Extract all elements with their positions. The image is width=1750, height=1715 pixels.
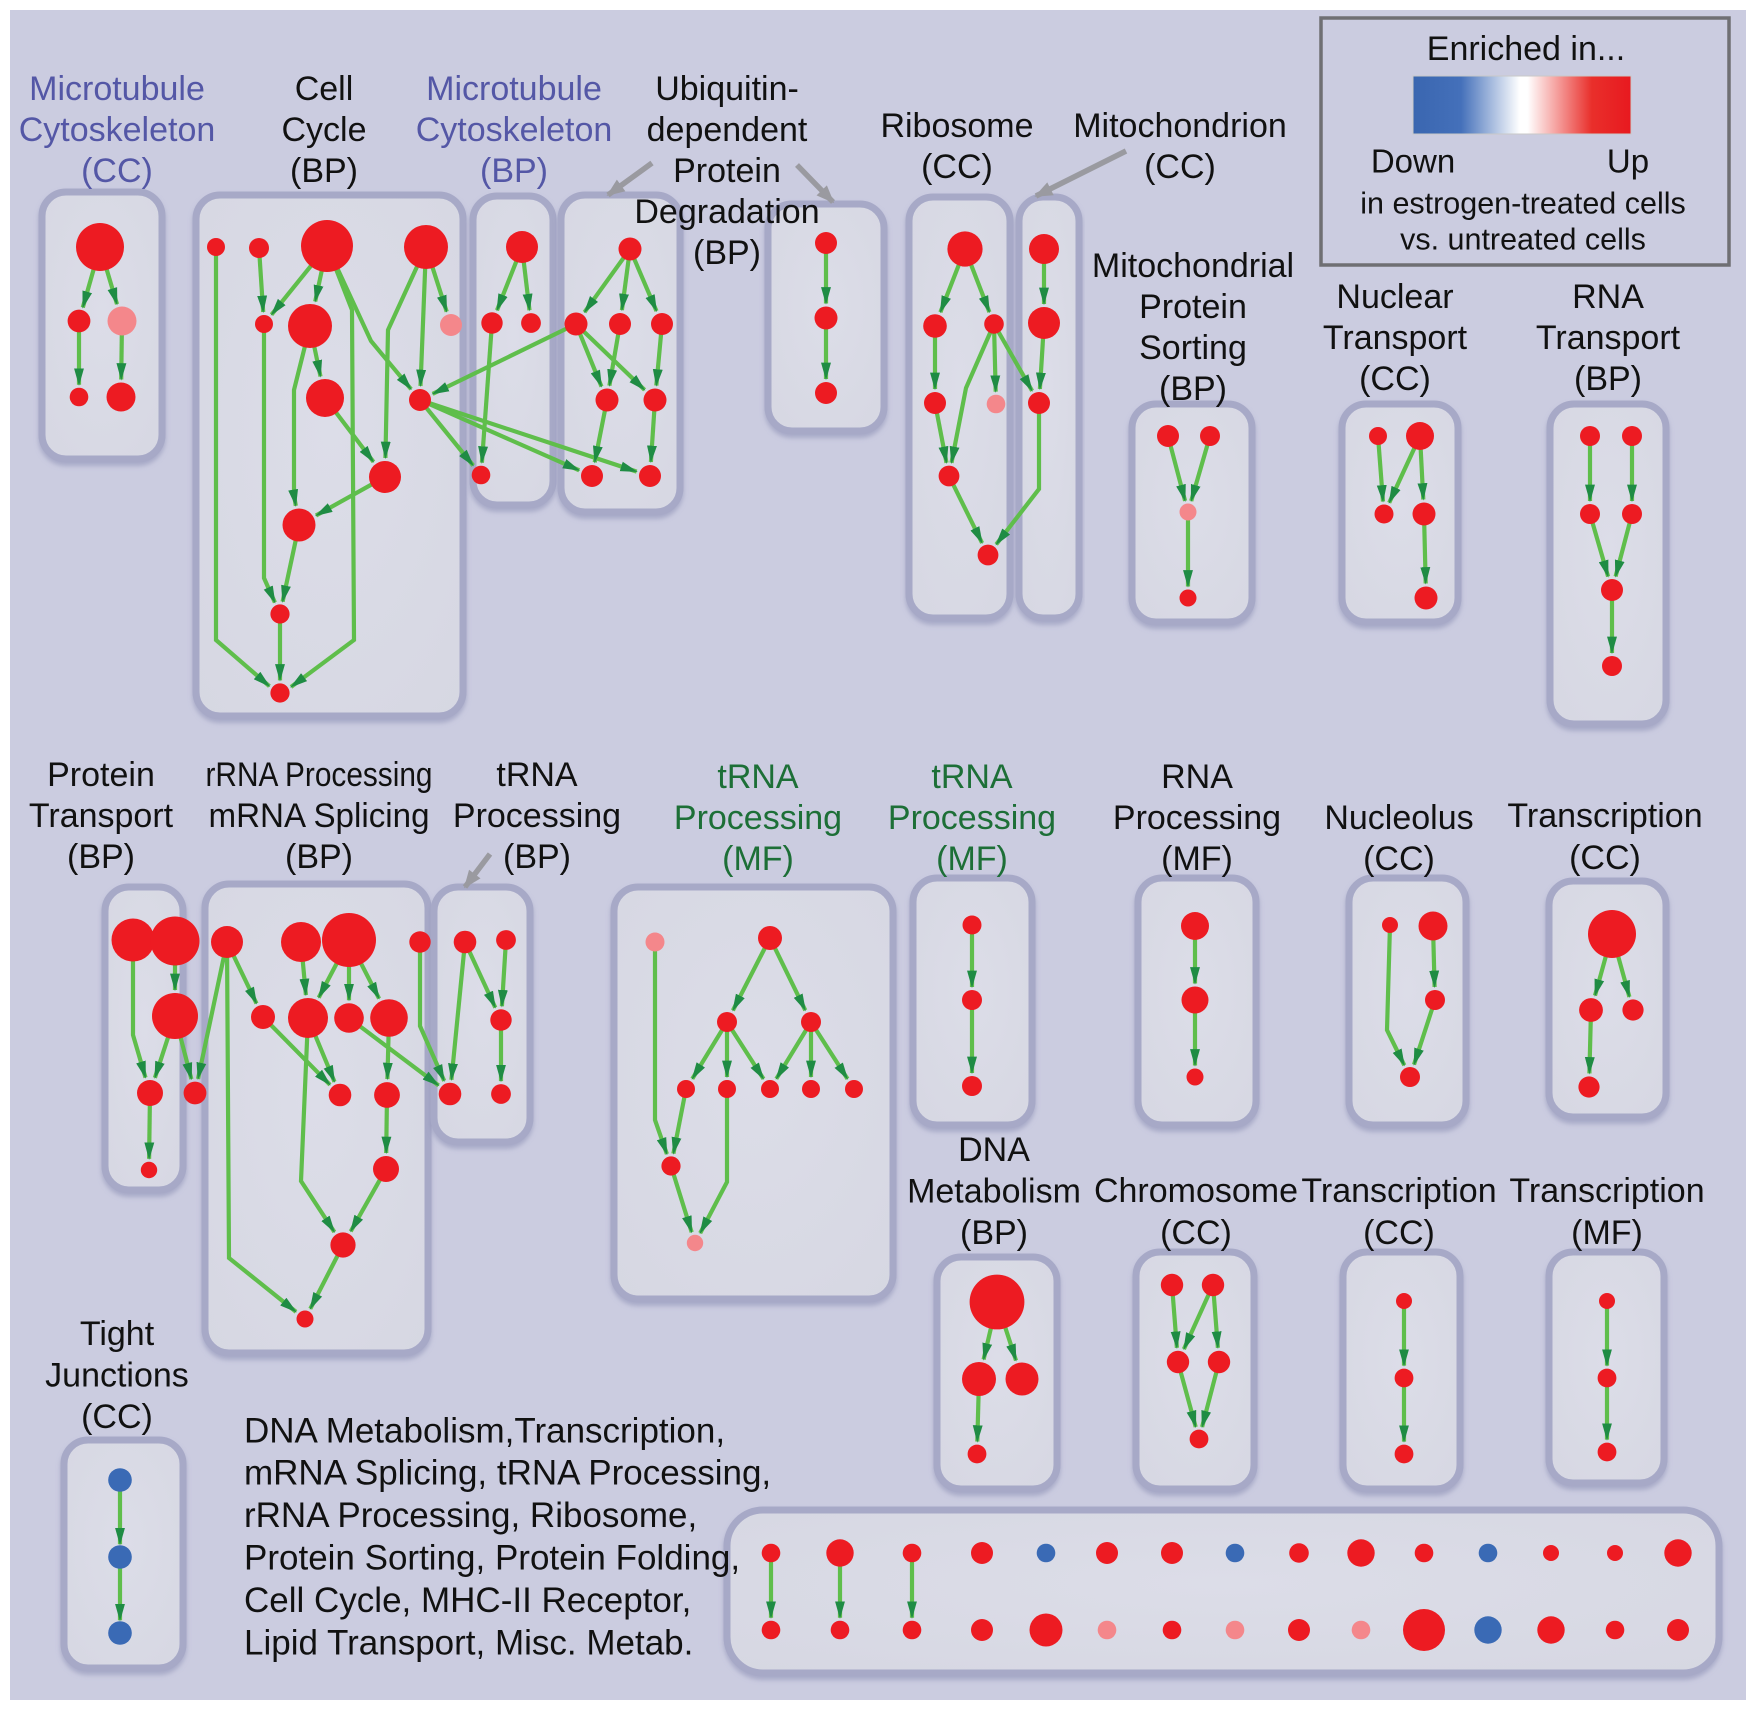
svg-text:(CC): (CC) (921, 148, 993, 186)
svg-text:vs. untreated cells: vs. untreated cells (1400, 223, 1646, 257)
svg-text:(BP): (BP) (1574, 360, 1642, 398)
svg-text:Sorting: Sorting (1139, 329, 1247, 367)
svg-text:Transport: Transport (1323, 319, 1468, 357)
svg-text:dependent: dependent (647, 111, 808, 149)
svg-text:Cytoskeleton: Cytoskeleton (416, 111, 613, 149)
svg-text:in estrogen-treated cells: in estrogen-treated cells (1360, 187, 1686, 221)
svg-text:(BP): (BP) (960, 1214, 1028, 1252)
svg-text:(BP): (BP) (285, 838, 353, 876)
svg-text:(BP): (BP) (290, 152, 358, 190)
svg-text:Mitochondrial: Mitochondrial (1092, 247, 1294, 285)
svg-text:(CC): (CC) (1359, 360, 1431, 398)
svg-text:Protein: Protein (1139, 288, 1247, 326)
svg-text:(CC): (CC) (1160, 1214, 1232, 1252)
svg-text:tRNA: tRNA (931, 758, 1013, 796)
svg-text:(CC): (CC) (81, 152, 153, 190)
svg-text:(CC): (CC) (1569, 839, 1641, 877)
svg-text:Mitochondrion: Mitochondrion (1073, 107, 1287, 145)
svg-text:Protein Sorting, Protein Foldi: Protein Sorting, Protein Folding, (244, 1538, 740, 1577)
svg-text:rRNA Processing: rRNA Processing (206, 756, 433, 794)
svg-text:RNA: RNA (1572, 278, 1644, 316)
svg-text:Tight: Tight (80, 1315, 155, 1353)
svg-text:Microtubule: Microtubule (29, 70, 205, 108)
svg-text:(CC): (CC) (1363, 840, 1435, 878)
svg-text:Nucleolus: Nucleolus (1324, 799, 1473, 837)
svg-text:Transcription: Transcription (1507, 797, 1702, 835)
svg-text:Cell Cycle, MHC-II Receptor,: Cell Cycle, MHC-II Receptor, (244, 1581, 691, 1620)
svg-text:DNA Metabolism,Transcription,: DNA Metabolism,Transcription, (244, 1411, 725, 1450)
svg-text:DNA: DNA (958, 1131, 1030, 1169)
svg-text:Protein: Protein (673, 152, 781, 190)
svg-text:Cell: Cell (295, 70, 354, 108)
svg-text:Processing: Processing (674, 799, 842, 837)
svg-text:Metabolism: Metabolism (907, 1172, 1081, 1210)
svg-text:rRNA Processing, Ribosome,: rRNA Processing, Ribosome, (244, 1496, 697, 1535)
svg-text:(MF): (MF) (1571, 1214, 1643, 1252)
svg-text:(CC): (CC) (1144, 148, 1216, 186)
svg-text:(CC): (CC) (1363, 1214, 1435, 1252)
svg-text:Cytoskeleton: Cytoskeleton (19, 111, 216, 149)
svg-text:Ubiquitin-: Ubiquitin- (655, 70, 799, 108)
svg-text:(BP): (BP) (693, 234, 761, 272)
svg-text:Processing: Processing (453, 797, 621, 835)
svg-text:RNA: RNA (1161, 758, 1233, 796)
svg-text:Processing: Processing (1113, 799, 1281, 837)
svg-text:tRNA: tRNA (717, 758, 799, 796)
svg-text:Up: Up (1607, 143, 1649, 180)
svg-text:Transcription: Transcription (1509, 1172, 1704, 1210)
svg-text:Enriched in...: Enriched in... (1427, 30, 1625, 68)
svg-text:tRNA: tRNA (496, 756, 578, 794)
svg-text:(CC): (CC) (81, 1398, 153, 1436)
svg-text:Degradation: Degradation (634, 193, 819, 231)
svg-text:(MF): (MF) (1161, 840, 1233, 878)
svg-text:mRNA Splicing: mRNA Splicing (209, 797, 430, 835)
svg-text:(BP): (BP) (1159, 370, 1227, 408)
svg-text:(BP): (BP) (503, 838, 571, 876)
svg-text:Transport: Transport (1536, 319, 1681, 357)
svg-text:Transcription: Transcription (1301, 1172, 1496, 1210)
svg-text:(MF): (MF) (936, 840, 1008, 878)
svg-text:Nuclear: Nuclear (1336, 278, 1453, 316)
svg-text:Down: Down (1371, 143, 1455, 180)
svg-text:Junctions: Junctions (45, 1356, 189, 1394)
svg-text:(BP): (BP) (480, 152, 548, 190)
svg-text:Processing: Processing (888, 799, 1056, 837)
svg-text:(BP): (BP) (67, 838, 135, 876)
svg-text:Cycle: Cycle (281, 111, 366, 149)
svg-text:Microtubule: Microtubule (426, 70, 602, 108)
svg-text:mRNA Splicing, tRNA Processing: mRNA Splicing, tRNA Processing, (244, 1454, 771, 1493)
svg-text:Chromosome: Chromosome (1094, 1172, 1298, 1210)
svg-text:Lipid Transport, Misc. Metab.: Lipid Transport, Misc. Metab. (244, 1623, 693, 1662)
svg-text:Ribosome: Ribosome (880, 107, 1033, 145)
svg-text:(MF): (MF) (722, 840, 794, 878)
svg-text:Transport: Transport (29, 797, 174, 835)
svg-text:Protein: Protein (47, 756, 155, 794)
